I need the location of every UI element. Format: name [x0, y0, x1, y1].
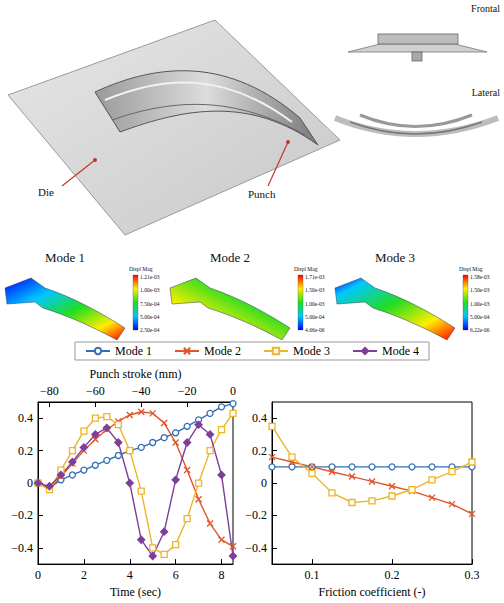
svg-text:Displ Mag: Displ Mag	[129, 266, 153, 272]
svg-text:0.4: 0.4	[18, 411, 33, 425]
svg-text:0.4: 0.4	[252, 411, 267, 425]
svg-text:−80: −80	[40, 384, 59, 398]
svg-text:1.50e-03: 1.50e-03	[305, 287, 325, 293]
svg-text:−0.4: −0.4	[11, 541, 33, 555]
svg-text:5.00e-04: 5.00e-04	[140, 314, 160, 320]
svg-text:−0.2: −0.2	[245, 508, 267, 522]
svg-text:Die: Die	[38, 186, 54, 198]
svg-text:−0.4: −0.4	[245, 541, 267, 555]
svg-text:2.50e-04: 2.50e-04	[140, 327, 160, 333]
svg-text:5.00e-04: 5.00e-04	[305, 314, 325, 320]
svg-text:Mode 3: Mode 3	[293, 344, 330, 358]
svg-text:Mode 1: Mode 1	[115, 344, 152, 358]
svg-text:5.00e-04: 5.00e-04	[470, 314, 490, 320]
svg-text:2: 2	[81, 568, 87, 582]
svg-text:Mode 1: Mode 1	[45, 250, 85, 265]
svg-text:Punch: Punch	[248, 188, 276, 200]
svg-text:4.66e-06: 4.66e-06	[305, 327, 325, 333]
svg-text:−20: −20	[178, 384, 197, 398]
svg-text:Friction coefficient (-): Friction coefficient (-)	[318, 585, 425, 599]
svg-text:Displ Mag: Displ Mag	[294, 266, 318, 272]
svg-text:1.50e-03: 1.50e-03	[470, 287, 490, 293]
svg-text:0.2: 0.2	[252, 444, 267, 458]
svg-text:0: 0	[261, 476, 267, 490]
svg-text:0: 0	[35, 568, 41, 582]
svg-text:Time (sec): Time (sec)	[110, 585, 161, 599]
svg-text:1.58e-03: 1.58e-03	[470, 274, 490, 280]
svg-text:Displ Mag: Displ Mag	[459, 266, 483, 272]
svg-text:Mode 4: Mode 4	[382, 344, 419, 358]
svg-text:0.1: 0.1	[305, 568, 320, 582]
svg-text:8: 8	[219, 568, 225, 582]
svg-text:0: 0	[230, 384, 236, 398]
svg-text:Mode 3: Mode 3	[375, 250, 415, 265]
svg-text:0.3: 0.3	[465, 568, 480, 582]
svg-text:Mode 2: Mode 2	[210, 250, 250, 265]
svg-text:1.00e-03: 1.00e-03	[305, 301, 325, 307]
svg-text:0: 0	[27, 476, 33, 490]
svg-text:Lateral: Lateral	[472, 87, 501, 98]
svg-text:0.2: 0.2	[385, 568, 400, 582]
svg-text:−40: −40	[132, 384, 151, 398]
svg-text:1.00e-03: 1.00e-03	[470, 301, 490, 307]
svg-text:1.00e-03: 1.00e-03	[140, 287, 160, 293]
svg-text:−0.2: −0.2	[11, 508, 33, 522]
svg-text:Frontal: Frontal	[471, 3, 500, 14]
svg-text:6: 6	[173, 568, 179, 582]
svg-text:Mode 2: Mode 2	[204, 344, 241, 358]
svg-text:6.22e-06: 6.22e-06	[470, 327, 490, 333]
svg-text:Punch stroke (mm): Punch stroke (mm)	[90, 367, 182, 381]
svg-text:4: 4	[127, 568, 133, 582]
svg-text:0.2: 0.2	[18, 444, 33, 458]
svg-text:1.21e-03: 1.21e-03	[140, 274, 160, 280]
svg-text:7.50e-04: 7.50e-04	[140, 301, 160, 307]
svg-text:−60: −60	[86, 384, 105, 398]
svg-text:1.71e-03: 1.71e-03	[305, 274, 325, 280]
